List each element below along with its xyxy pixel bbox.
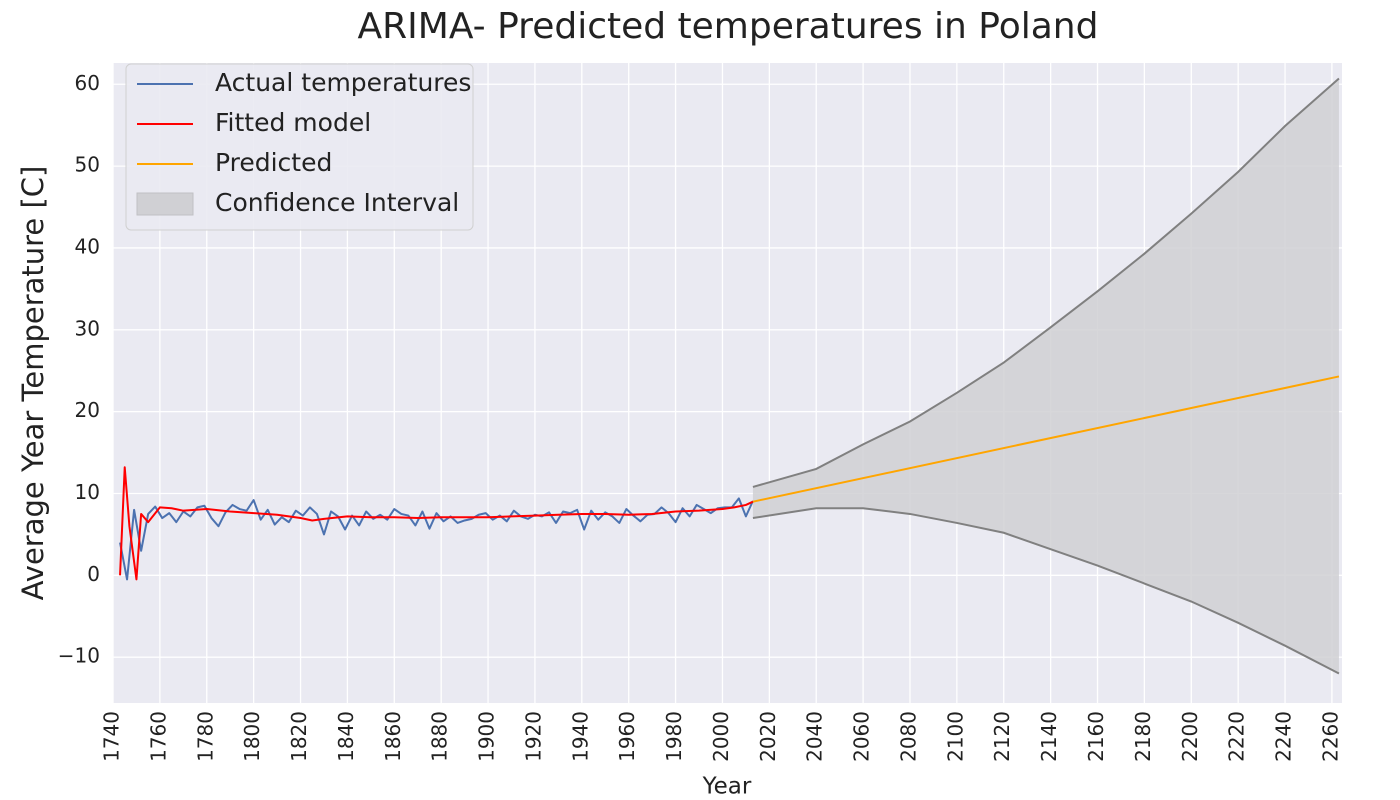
x-tick-label: 1800 bbox=[240, 711, 264, 762]
series-line bbox=[752, 375, 1340, 503]
legend-frame bbox=[125, 63, 474, 231]
x-tick-label: 1780 bbox=[193, 711, 217, 762]
chart-title: ARIMA- Predicted temperatures in Poland bbox=[358, 6, 1099, 47]
legend-swatch bbox=[136, 192, 194, 216]
x-tick-label: 1960 bbox=[615, 711, 639, 762]
x-axis-label: Year bbox=[702, 774, 752, 800]
y-tick-label: 20 bbox=[75, 398, 100, 422]
x-tick-label: 2160 bbox=[1084, 711, 1108, 762]
x-tick-label: 2180 bbox=[1131, 711, 1155, 762]
x-tick-label: 2020 bbox=[756, 711, 780, 762]
y-tick-label: 50 bbox=[75, 153, 100, 177]
y-tick-label: 30 bbox=[75, 316, 100, 340]
x-tick-label: 1940 bbox=[568, 711, 592, 762]
x-tick-label: 2120 bbox=[990, 711, 1014, 762]
x-tick-label: 1740 bbox=[100, 711, 124, 762]
series-line bbox=[119, 466, 754, 581]
x-tick-label: 1920 bbox=[521, 711, 545, 762]
x-tick-label: 2220 bbox=[1225, 711, 1249, 762]
x-tick-label: 2060 bbox=[850, 711, 874, 762]
x-tick-label: 2200 bbox=[1178, 711, 1202, 762]
legend-label: Fitted model bbox=[215, 108, 371, 137]
y-tick-label: 60 bbox=[75, 71, 100, 95]
legend-label: Confidence Interval bbox=[215, 188, 459, 217]
x-tick-label: 2000 bbox=[709, 711, 733, 762]
legend-label: Predicted bbox=[215, 148, 332, 177]
x-tick-label: 1820 bbox=[287, 711, 311, 762]
x-tick-label: 2040 bbox=[803, 711, 827, 762]
x-tick-label: 1980 bbox=[662, 711, 686, 762]
y-tick-label: −10 bbox=[58, 644, 100, 668]
y-tick-label: 0 bbox=[87, 562, 100, 586]
x-tick-label: 2240 bbox=[1272, 711, 1296, 762]
x-tick-label: 2080 bbox=[896, 711, 920, 762]
confidence-upper bbox=[752, 77, 1340, 488]
y-tick-label: 10 bbox=[75, 480, 100, 504]
y-axis-label: Average Year Temperature [C] bbox=[16, 166, 50, 601]
confidence-band bbox=[752, 78, 1339, 674]
x-tick-label: 1760 bbox=[146, 711, 170, 762]
x-tick-label: 1860 bbox=[381, 711, 405, 762]
x-tick-label: 1880 bbox=[428, 711, 452, 762]
x-tick-label: 1900 bbox=[475, 711, 499, 762]
y-tick-label: 40 bbox=[75, 234, 100, 258]
x-tick-label: 2140 bbox=[1037, 711, 1061, 762]
x-tick-label: 2100 bbox=[943, 711, 967, 762]
x-tick-label: 2260 bbox=[1318, 711, 1342, 762]
legend-label: Actual temperatures bbox=[215, 68, 471, 97]
x-tick-label: 1840 bbox=[334, 711, 358, 762]
confidence-lower bbox=[752, 507, 1340, 675]
